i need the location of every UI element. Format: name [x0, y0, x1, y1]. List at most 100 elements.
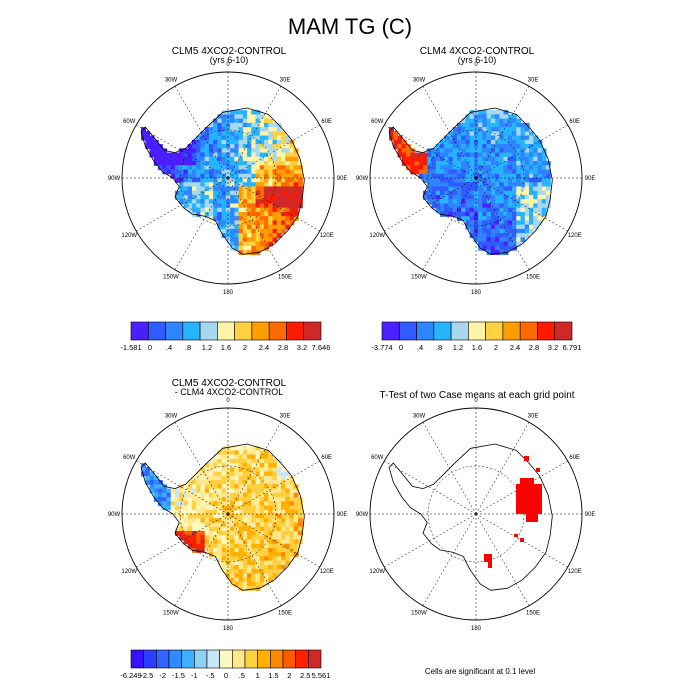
grid-cell — [208, 211, 214, 217]
grid-cell — [264, 569, 269, 574]
grid-cell — [264, 488, 269, 494]
grid-cell — [187, 165, 193, 171]
grid-cell — [452, 186, 458, 192]
grid-cell — [281, 211, 286, 217]
grid-cell — [482, 182, 488, 188]
grid-cell — [490, 224, 496, 230]
grid-cell — [251, 450, 257, 456]
grid-cell — [272, 122, 278, 128]
grid-cell — [162, 497, 168, 502]
grid-cell — [297, 509, 303, 515]
grid-cell — [533, 148, 539, 154]
grid-cell — [153, 144, 159, 149]
grid-cell — [187, 488, 193, 494]
grid-cell — [276, 228, 282, 234]
grid-cell — [141, 131, 146, 137]
grid-cell — [469, 114, 475, 120]
grid-cell — [230, 148, 235, 154]
grid-cell — [465, 131, 471, 137]
grid-cell — [225, 458, 231, 464]
grid-cell — [234, 152, 240, 158]
grid-cell — [238, 497, 244, 502]
grid-cell — [264, 220, 269, 226]
grid-cell — [272, 127, 278, 132]
grid-cell — [520, 161, 526, 166]
grid-cell — [268, 228, 274, 234]
grid-cell — [200, 539, 206, 545]
grid-cell — [495, 127, 500, 132]
grid-cell — [507, 190, 513, 196]
grid-cell — [495, 220, 500, 226]
grid-cell — [276, 526, 282, 532]
grid-cell — [289, 514, 295, 519]
grid-cell — [272, 131, 278, 137]
grid-cell — [272, 526, 278, 532]
grid-cell — [516, 165, 522, 171]
grid-cell — [196, 144, 202, 149]
grid-cell — [285, 211, 291, 217]
grid-cell — [272, 522, 278, 528]
grid-cell — [272, 530, 278, 536]
grid-cell — [486, 127, 492, 132]
grid-cell — [512, 161, 517, 166]
grid-cell — [444, 199, 450, 205]
grid-cell — [234, 127, 240, 132]
grid-cell — [545, 194, 551, 200]
grid-cell — [533, 216, 539, 221]
grid-cell — [537, 211, 543, 217]
grid-cell — [512, 178, 517, 183]
grid-cell — [473, 207, 479, 213]
grid-cell — [234, 169, 240, 175]
map-clm5-meridian — [136, 124, 229, 179]
grid-cell — [259, 492, 265, 498]
grid-cell — [255, 203, 261, 209]
grid-cell — [456, 156, 462, 162]
grid-cell — [439, 186, 445, 192]
grid-cell — [268, 547, 274, 553]
grid-cell — [213, 501, 218, 507]
grid-cell — [495, 190, 500, 196]
grid-cell — [281, 165, 286, 171]
significant-cell — [536, 468, 540, 472]
grid-cell — [221, 446, 227, 451]
grid-cell — [238, 530, 244, 536]
grid-cell — [452, 144, 458, 149]
grid-cell — [276, 233, 282, 238]
grid-cell — [251, 543, 257, 549]
grid-cell — [213, 156, 218, 162]
grid-cell — [276, 552, 282, 557]
grid-cell — [276, 131, 282, 137]
grid-cell — [281, 530, 286, 536]
grid-cell — [225, 152, 231, 158]
grid-cell — [217, 152, 223, 158]
grid-cell — [495, 199, 500, 205]
grid-cell — [247, 233, 252, 238]
grid-cell — [524, 224, 530, 230]
grid-cell — [200, 467, 206, 473]
grid-cell — [516, 216, 522, 221]
map-ttest-meridian — [422, 513, 477, 606]
grid-cell — [512, 114, 517, 120]
grid-cell — [183, 186, 189, 192]
grid-cell — [204, 190, 210, 196]
grid-cell — [217, 556, 223, 562]
grid-cell — [238, 522, 244, 528]
grid-cell — [486, 241, 492, 247]
grid-cell — [259, 573, 265, 579]
grid-cell — [247, 526, 252, 532]
grid-cell — [444, 203, 450, 209]
grid-cell — [499, 127, 505, 132]
grid-cell — [281, 144, 286, 149]
grid-cell — [213, 454, 218, 460]
grid-cell — [482, 127, 488, 132]
grid-cell — [179, 501, 185, 507]
grid-cell — [507, 220, 513, 226]
grid-cell — [276, 127, 282, 132]
grid-cell — [221, 156, 227, 162]
grid-cell — [158, 152, 163, 158]
grid-cell — [439, 144, 445, 149]
grid-cell — [469, 173, 475, 179]
grid-cell — [225, 220, 231, 226]
grid-cell — [503, 135, 509, 141]
grid-cell — [495, 194, 500, 200]
